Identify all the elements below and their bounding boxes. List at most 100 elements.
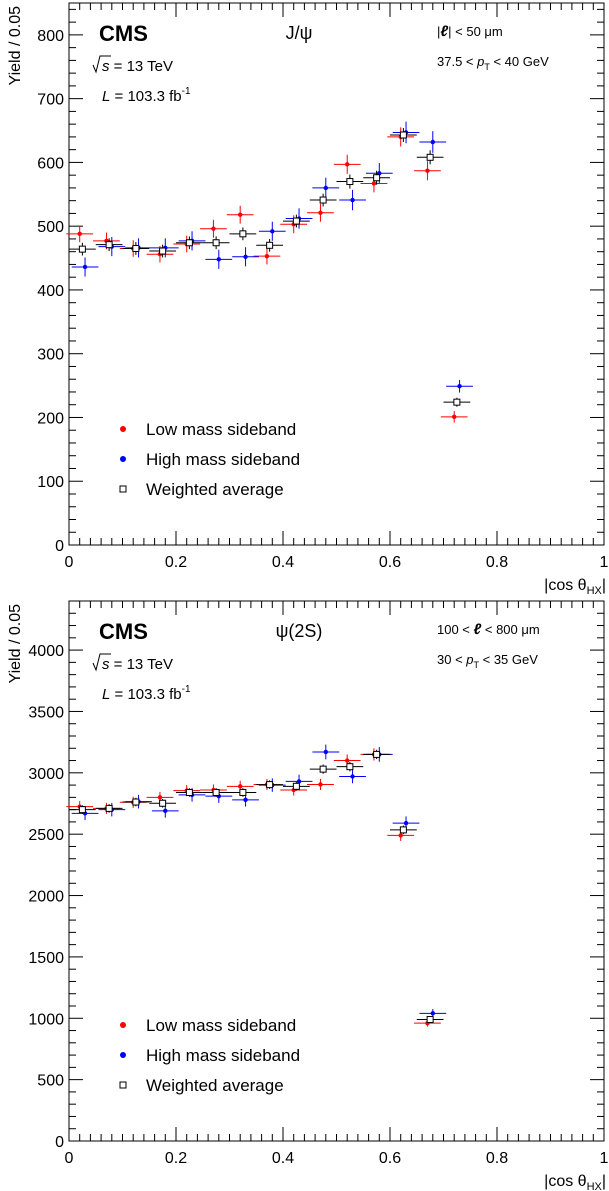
- x-axis-title-sub: HX: [587, 585, 603, 597]
- data-point: [212, 788, 220, 796]
- cut1-part-a: |: [437, 24, 440, 39]
- legend-marker: [120, 456, 126, 462]
- cut2-part-b: < 40 GeV: [490, 54, 549, 69]
- legend-entry: Weighted average: [119, 1076, 284, 1095]
- x-tick-label: 0.2: [165, 1150, 187, 1167]
- data-point: [373, 174, 381, 182]
- y-tick-label: 4000: [28, 643, 64, 660]
- lumi-L: L: [102, 88, 110, 105]
- energy-label: s = 13 TeV: [102, 656, 173, 673]
- x-axis-title: |cos θHX|: [544, 577, 606, 597]
- series-high-mass-sideband: [71, 121, 473, 393]
- energy-value: = 13 TeV: [110, 58, 174, 75]
- x-axis-title-main: |cos θ: [544, 1173, 587, 1190]
- x-tick-label: 0.6: [379, 554, 401, 571]
- y-tick-label: 2500: [28, 827, 64, 844]
- y-tick-label: 1500: [28, 950, 64, 967]
- y-tick-label: 800: [37, 28, 64, 45]
- x-tick-label: 0: [65, 1150, 74, 1167]
- x-tick-label: 0.4: [272, 554, 294, 571]
- legend-label: Weighted average: [146, 1076, 284, 1095]
- x-tick-label: 1: [600, 1150, 609, 1167]
- data-point: [296, 779, 302, 784]
- data-point: [78, 245, 86, 253]
- data-point: [350, 774, 355, 779]
- y-tick-label: 100: [37, 474, 64, 491]
- luminosity-label: L = 103.3 fb-1: [102, 86, 191, 105]
- x-axis-title-main: |cos θ: [544, 577, 587, 594]
- data-point: [345, 162, 350, 167]
- x-tick-label: 0.8: [486, 554, 508, 571]
- data-point: [216, 257, 221, 262]
- series-low-mass-sideband: [66, 748, 441, 1027]
- energy-sqrt-s: s: [102, 58, 110, 75]
- x-tick-label: 0.4: [272, 1150, 294, 1167]
- y-tick-label: 1000: [28, 1011, 64, 1028]
- data-point: [346, 178, 354, 186]
- state-label: ψ(2S): [276, 621, 323, 641]
- data-point: [132, 244, 140, 252]
- data-point: [403, 820, 409, 826]
- data-point: [105, 804, 113, 812]
- data-point: [430, 139, 435, 145]
- y-tick-label: 0: [55, 1134, 64, 1151]
- cut1-ell: ℓ: [474, 621, 482, 638]
- data-point: [264, 253, 270, 259]
- data-point: [318, 782, 323, 787]
- series-high-mass-sideband: [71, 744, 447, 1018]
- x-tick-label: 0.8: [486, 1150, 508, 1167]
- y-tick-label: 500: [37, 1073, 64, 1090]
- data-point: [266, 241, 274, 249]
- data-point: [345, 758, 350, 763]
- data-point: [82, 264, 88, 270]
- x-tick-label: 0.6: [379, 1150, 401, 1167]
- x-axis-title-end: |: [602, 577, 606, 594]
- cut2-sub: T: [484, 62, 490, 72]
- y-tick-label: 2000: [28, 889, 64, 906]
- data-point: [292, 782, 300, 790]
- x-axis-title-end: |: [602, 1173, 606, 1190]
- x-tick-label: 1: [600, 554, 609, 571]
- data-point: [323, 749, 328, 755]
- y-tick-label: 200: [37, 410, 64, 427]
- y-tick-label: 0: [55, 538, 64, 555]
- cut2-part-b: < 35 GeV: [479, 652, 538, 667]
- cut2-sub: T: [474, 660, 480, 670]
- data-point: [212, 239, 220, 247]
- data-point: [159, 247, 167, 255]
- cut-label-lifetime: |ℓ| < 50 μm: [437, 23, 503, 40]
- state-label: J/ψ: [286, 23, 313, 43]
- y-tick-label: 500: [37, 219, 64, 236]
- data-point: [292, 217, 300, 225]
- x-axis-title: |cos θHX|: [544, 1173, 606, 1191]
- data-point: [430, 1011, 435, 1016]
- cut1-ell: ℓ: [440, 23, 448, 40]
- experiment-label: CMS: [99, 619, 148, 644]
- series-weighted-average: [69, 749, 444, 1023]
- data-point: [238, 212, 243, 217]
- y-tick-label: 400: [37, 283, 64, 300]
- lumi-exponent: -1: [182, 684, 191, 695]
- cut2-part-a: 37.5 <: [437, 54, 477, 69]
- data-point: [243, 797, 248, 803]
- y-axis-title: Yield / 0.05: [7, 6, 24, 86]
- cut-label-pt: 37.5 < pT < 40 GeV: [437, 54, 549, 72]
- cut1-part-c: | < 50 μm: [448, 24, 503, 39]
- data-point: [185, 239, 193, 247]
- top-panel-jpsi: 0 0.2 0.4 0.6 0.8 1 0 100 200 300 400 500 600 700 800 Y…: [7, 2, 609, 597]
- x-axis-title-sub: HX: [587, 1181, 603, 1191]
- data-point: [239, 230, 247, 238]
- data-point: [132, 798, 140, 806]
- sqrt-symbol: [92, 653, 111, 672]
- lumi-L: L: [102, 686, 110, 703]
- data-point: [163, 808, 168, 814]
- data-point: [399, 131, 407, 139]
- data-point: [159, 799, 167, 807]
- data-point: [105, 241, 113, 249]
- legend-label: Low mass sideband: [146, 420, 296, 439]
- data-point: [346, 763, 354, 771]
- legend-entry: Weighted average: [119, 480, 284, 499]
- series-weighted-average: [69, 127, 471, 407]
- data-point: [319, 196, 327, 204]
